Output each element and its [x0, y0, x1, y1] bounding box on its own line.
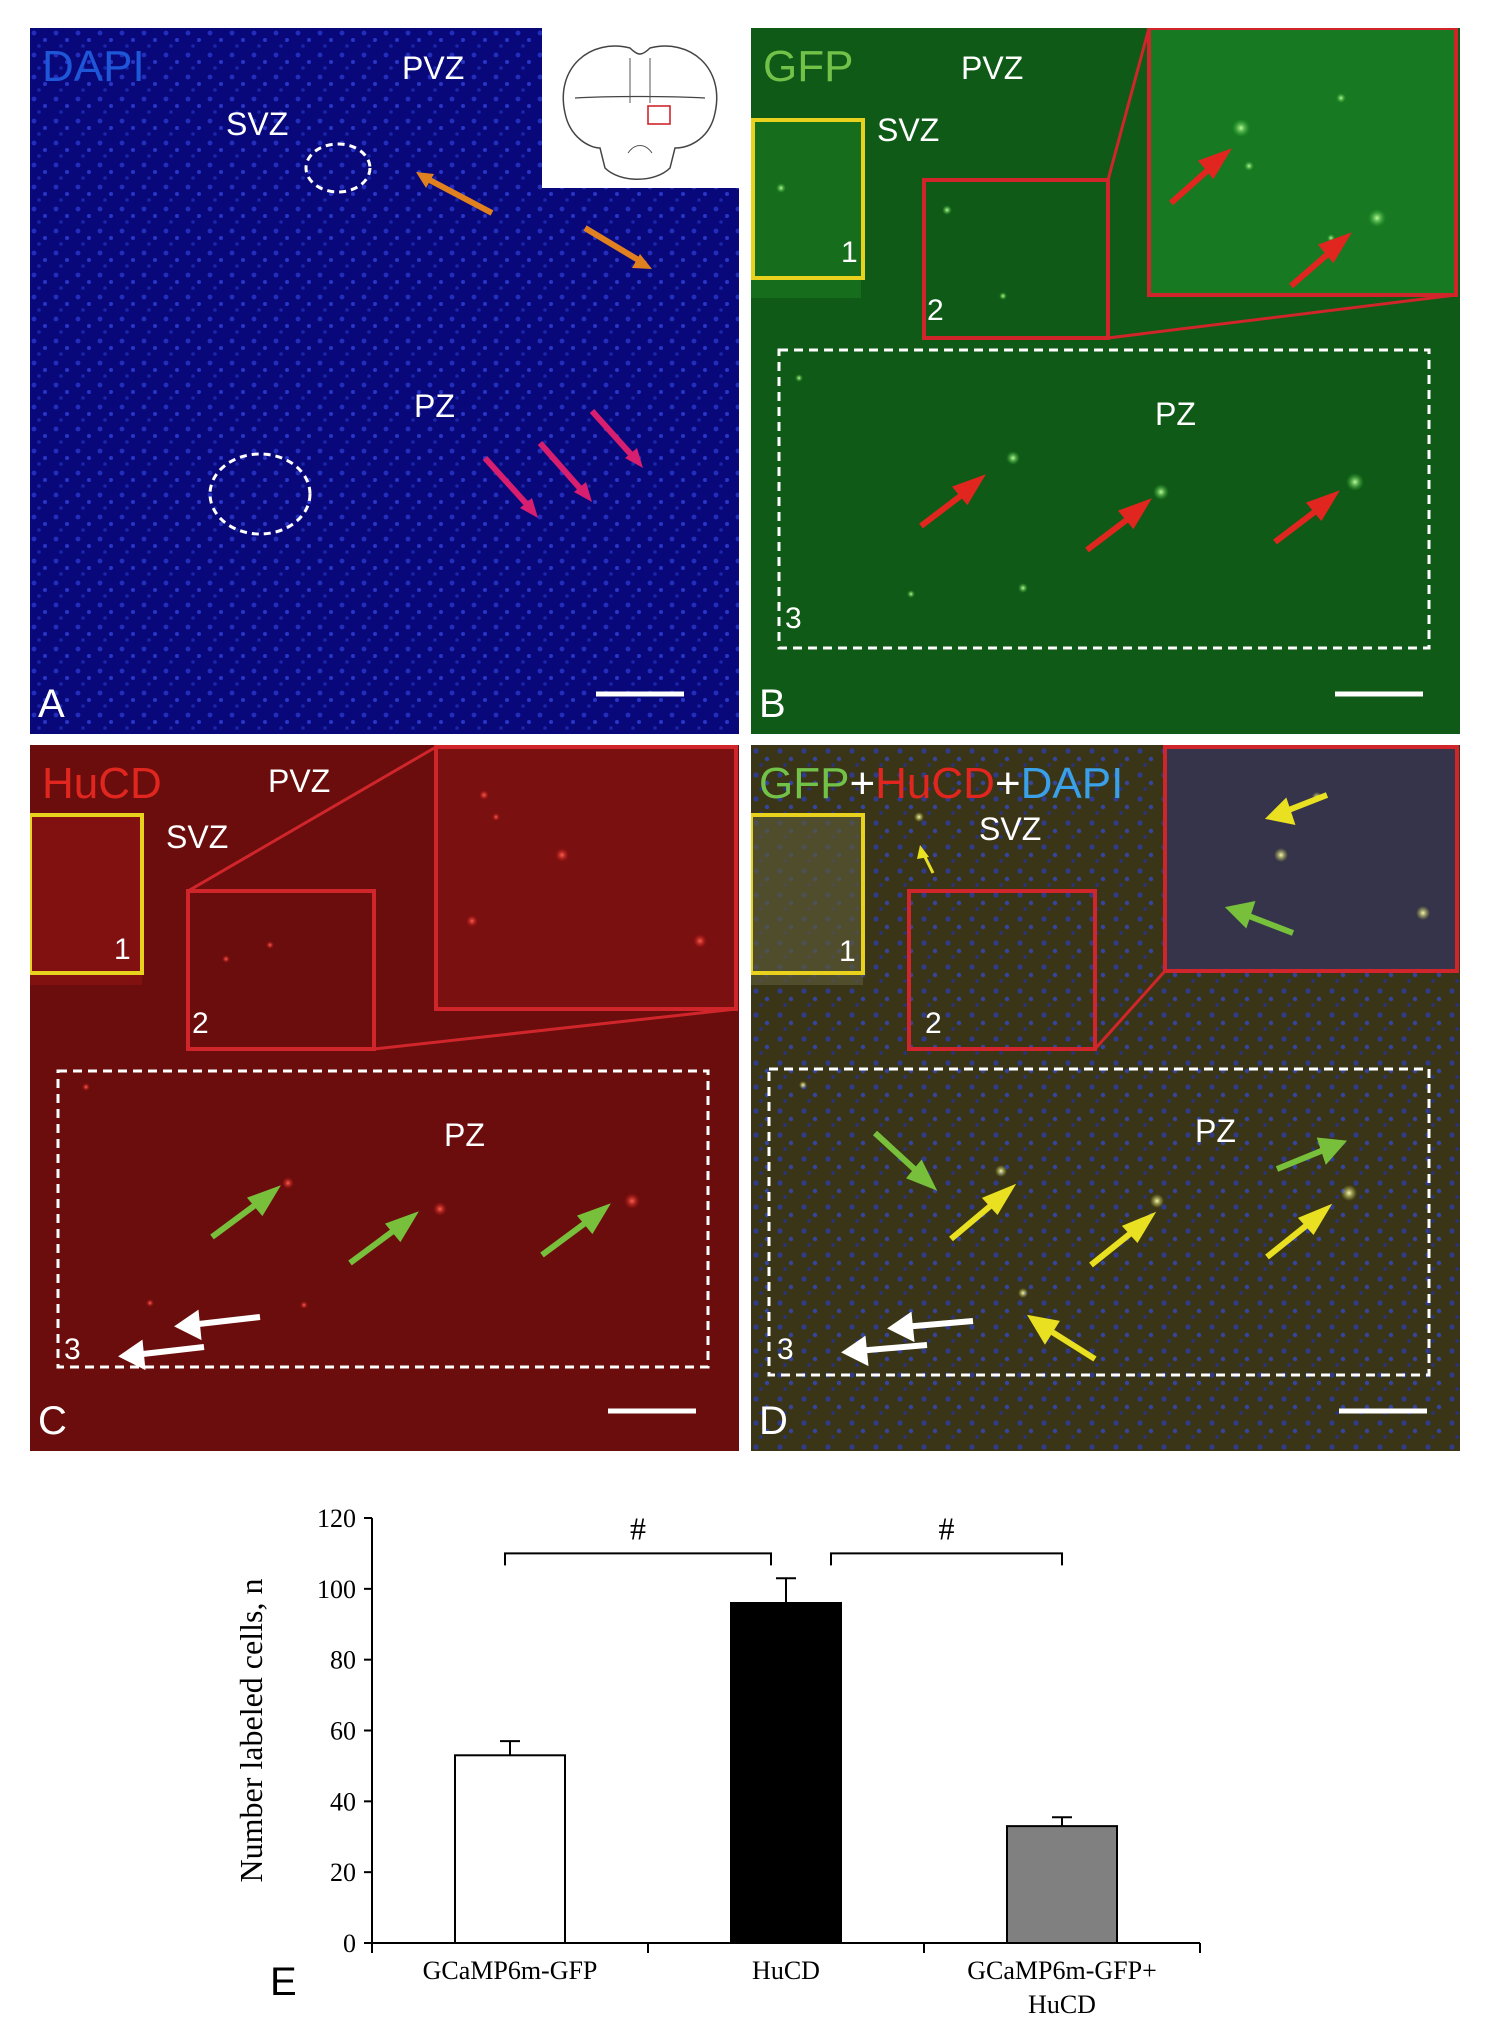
zone-label-svz: SVZ: [979, 811, 1042, 847]
dashed-ellipse-pz: [208, 452, 312, 536]
significance-bracket: [504, 1552, 772, 1566]
y-tick-label: 80: [330, 1646, 356, 1675]
region-number-1: 1: [114, 933, 131, 966]
x-tick-label: HuCD: [752, 1956, 820, 1985]
zone-label-pz: PZ: [1155, 396, 1196, 432]
stain-part-plus: +: [994, 759, 1021, 808]
y-tick-label: 40: [330, 1787, 356, 1816]
stain-part-dapi: DAPI: [1020, 759, 1124, 808]
panel-d-image: [751, 745, 1460, 1451]
white-arrow: [189, 1314, 261, 1328]
zone-label-svz: SVZ: [226, 106, 289, 142]
bar-chart: 0 20 40 60 80 100 120 GCaMP6m-GFP HuCD GCaMP6m-GF…: [233, 1504, 1201, 2019]
zone-label-pz: PZ: [414, 388, 455, 424]
stain-part-plus: +: [849, 759, 876, 808]
y-tick-label: 0: [343, 1929, 356, 1958]
magenta-arrow: [482, 455, 535, 513]
zone-label-pvz: PVZ: [402, 50, 465, 86]
bar: [454, 1754, 566, 1944]
region-number-3: 3: [777, 1333, 794, 1366]
region-number-3: 3: [785, 602, 802, 635]
magenta-arrow: [537, 441, 588, 496]
stain-label-dapi: DAPI: [42, 42, 145, 91]
significance-symbol: #: [630, 1510, 646, 1546]
panel-letter: D: [759, 1399, 788, 1443]
x-tick-label: GCaMP6m-GFP: [423, 1956, 598, 1985]
y-tick-label: 20: [330, 1858, 356, 1887]
panel-a-dapi: DAPI PVZ SVZ PZ A: [30, 28, 739, 734]
panel-letter-e: E: [270, 1960, 297, 2004]
region-number-2: 2: [927, 294, 944, 327]
bar: [1006, 1825, 1118, 1944]
region-number-2: 2: [925, 1007, 942, 1040]
panel-a-image: [30, 28, 739, 734]
panel-c-hucd: HuCD PVZ SVZ PZ 1 2 3 C: [30, 745, 739, 1451]
white-arrow: [902, 1318, 974, 1330]
x-tick-label: GCaMP6m-GFP+ HuCD: [967, 1956, 1156, 2019]
region-number-3: 3: [64, 1333, 81, 1366]
zone-label-svz: SVZ: [166, 819, 229, 855]
panel-b-image: [751, 28, 1458, 697]
y-tick-label: 60: [330, 1717, 356, 1746]
y-axis-label: Number labeled cells, n: [233, 1579, 269, 1883]
panel-letter: B: [759, 682, 786, 726]
white-arrow: [133, 1344, 205, 1358]
significance-symbol: #: [939, 1510, 955, 1546]
zone-label-pvz: PVZ: [268, 763, 331, 799]
stain-label-hucd: HuCD: [42, 759, 162, 808]
stain-label-gfp: GFP: [763, 42, 854, 91]
region-number-1: 1: [841, 236, 858, 269]
stain-label-merge: GFP+HuCD+DAPI: [759, 759, 1123, 809]
region-number-2: 2: [192, 1007, 209, 1040]
panel-letter: C: [38, 1399, 67, 1443]
stain-part-gfp: GFP: [759, 759, 850, 808]
orange-arrow: [420, 173, 494, 216]
zone-label-svz: SVZ: [877, 112, 940, 148]
y-tick-label: 100: [317, 1575, 356, 1604]
panel-c-image: [30, 745, 738, 1414]
zone-label-pvz: PVZ: [961, 50, 1024, 86]
bar: [730, 1602, 842, 1944]
white-arrow: [856, 1342, 928, 1354]
brain-section-diagram: [542, 28, 739, 188]
stain-part-hucd: HuCD: [875, 759, 995, 808]
zone-label-pz: PZ: [1195, 1113, 1236, 1149]
orange-arrow: [583, 225, 647, 267]
panel-letter: A: [38, 682, 65, 726]
magenta-arrow: [589, 408, 639, 463]
dashed-ellipse-svz: [304, 142, 372, 194]
significance-bracket: [830, 1552, 1063, 1566]
panel-b-gfp: GFP PVZ SVZ PZ 1 2 3 B: [751, 28, 1460, 734]
zone-label-pz: PZ: [444, 1117, 485, 1153]
region-number-1: 1: [839, 935, 856, 968]
panel-d-merge: GFP+HuCD+DAPI SVZ PZ 1 2 3 D: [751, 745, 1460, 1451]
y-tick-label: 120: [317, 1504, 356, 1533]
